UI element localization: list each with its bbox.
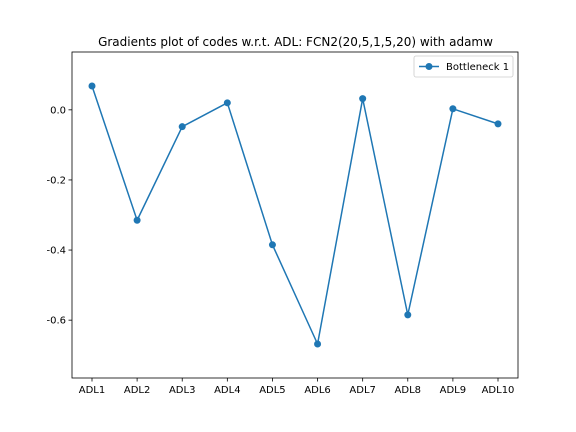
data-point-6: [314, 340, 322, 348]
x-tick-label-3: ADL4: [214, 385, 240, 396]
legend: Bottleneck 1: [413, 55, 514, 78]
x-tick-label-9: ADL10: [482, 385, 515, 396]
x-tick-label-7: ADL8: [395, 385, 421, 396]
data-point-10: [494, 120, 502, 128]
y-tick-label-0: 0.0: [50, 105, 66, 116]
y-tick-label-1: -0.2: [46, 175, 66, 186]
data-point-3: [178, 123, 186, 131]
x-tick-label-1: ADL2: [124, 385, 150, 396]
x-tick-label-8: ADL9: [440, 385, 466, 396]
data-point-1: [88, 82, 96, 90]
series-layer: [88, 82, 502, 348]
data-point-9: [449, 105, 457, 113]
x-tick-label-4: ADL5: [259, 385, 285, 396]
plot-frame: [71, 51, 519, 379]
x-tick-label-2: ADL3: [169, 385, 195, 396]
series-line-0: [91, 85, 499, 345]
x-tick-label-0: ADL1: [79, 385, 105, 396]
chart-title: Gradients plot of codes w.r.t. ADL: FCN2…: [98, 35, 493, 49]
x-tick-label-5: ADL6: [304, 385, 330, 396]
y-axis: 0.0 -0.2 -0.4 -0.6: [46, 105, 72, 327]
legend-box: [413, 55, 514, 78]
data-point-4: [223, 99, 231, 107]
data-point-5: [268, 241, 276, 249]
x-tick-label-6: ADL7: [349, 385, 375, 396]
legend-marker-sample: [425, 63, 433, 70]
x-axis: ADL1 ADL2 ADL3 ADL4 ADL5 ADL6 ADL7 ADL8 ADL9 ADL1…: [79, 378, 515, 396]
y-tick-label-3: -0.6: [46, 316, 66, 327]
y-tick-label-2: -0.4: [46, 246, 66, 257]
data-point-7: [359, 95, 367, 103]
data-point-8: [404, 311, 412, 319]
legend-label: Bottleneck 1: [446, 62, 509, 73]
data-point-2: [133, 216, 141, 224]
